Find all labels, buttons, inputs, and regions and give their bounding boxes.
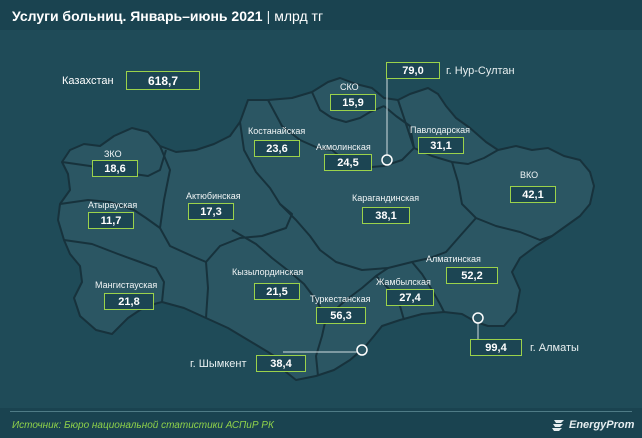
- region-value-pavlodar: 31,1: [418, 137, 464, 154]
- region-value-zko: 18,6: [92, 160, 138, 177]
- region-label-zhambyl: Жамбылская: [376, 277, 431, 287]
- shymkent-marker: [356, 344, 368, 356]
- city-label-shymkent: г. Шымкент: [190, 358, 247, 370]
- region-value-kyzylorda: 21,5: [254, 283, 300, 300]
- almaty-marker: [472, 312, 484, 324]
- city-label-nur-sultan: г. Нур-Султан: [446, 65, 515, 77]
- region-value-karaganda: 38,1: [362, 207, 410, 224]
- city-value-almaty: 99,4: [470, 339, 522, 356]
- country-outline: [57, 77, 595, 381]
- region-label-atyrau: Атырауская: [88, 200, 138, 210]
- region-label-akmola: Акмолинская: [316, 142, 371, 152]
- region-label-kostanay: Костанайская: [248, 126, 306, 136]
- region-value-aktobe: 17,3: [188, 203, 234, 220]
- region-value-vko: 42,1: [510, 186, 556, 203]
- region-value-atyrau: 11,7: [88, 212, 134, 229]
- total-label: Казахстан: [62, 75, 114, 87]
- page-title: Услуги больниц. Январь–июнь 2021 | млрд тг: [12, 8, 324, 24]
- brand-name: EnergyProm: [569, 419, 635, 431]
- region-label-turkestan: Туркестанская: [310, 294, 371, 304]
- region-value-akmola: 24,5: [324, 154, 372, 171]
- region-label-pavlodar: Павлодарская: [410, 125, 470, 135]
- footer-bar: [0, 408, 642, 438]
- region-value-almaty-obl: 52,2: [446, 267, 498, 284]
- region-label-kyzylorda: Кызылординская: [232, 267, 304, 277]
- footer-divider: [10, 411, 632, 412]
- city-label-almaty: г. Алматы: [530, 342, 579, 354]
- city-value-shymkent: 38,4: [256, 355, 306, 372]
- region-label-zko: ЗКО: [104, 149, 122, 159]
- city-markers: [283, 76, 484, 356]
- source-note: Источник: Бюро национальной статистики А…: [12, 420, 274, 431]
- region-value-kostanay: 23,6: [254, 140, 300, 157]
- nur-sultan-marker: [381, 154, 393, 166]
- region-label-almaty-obl: Алматинская: [426, 254, 481, 264]
- total-value: 618,7: [126, 71, 200, 90]
- region-label-aktobe: Актюбинская: [186, 191, 241, 201]
- region-label-mangystau: Мангистауская: [95, 280, 158, 290]
- brand-logo: EnergyProm: [552, 417, 636, 433]
- city-value-nur-sultan: 79,0: [386, 62, 440, 79]
- region-value-sko: 15,9: [330, 94, 376, 111]
- title-bar: [0, 0, 642, 30]
- region-label-vko: ВКО: [520, 170, 539, 180]
- region-value-mangystau: 21,8: [104, 293, 154, 310]
- region-value-turkestan: 56,3: [316, 307, 366, 324]
- region-label-karaganda: Карагандинская: [352, 193, 420, 203]
- region-value-zhambyl: 27,4: [386, 289, 434, 306]
- energyprom-logo-icon: [552, 420, 564, 431]
- region-label-sko: СКО: [340, 82, 359, 92]
